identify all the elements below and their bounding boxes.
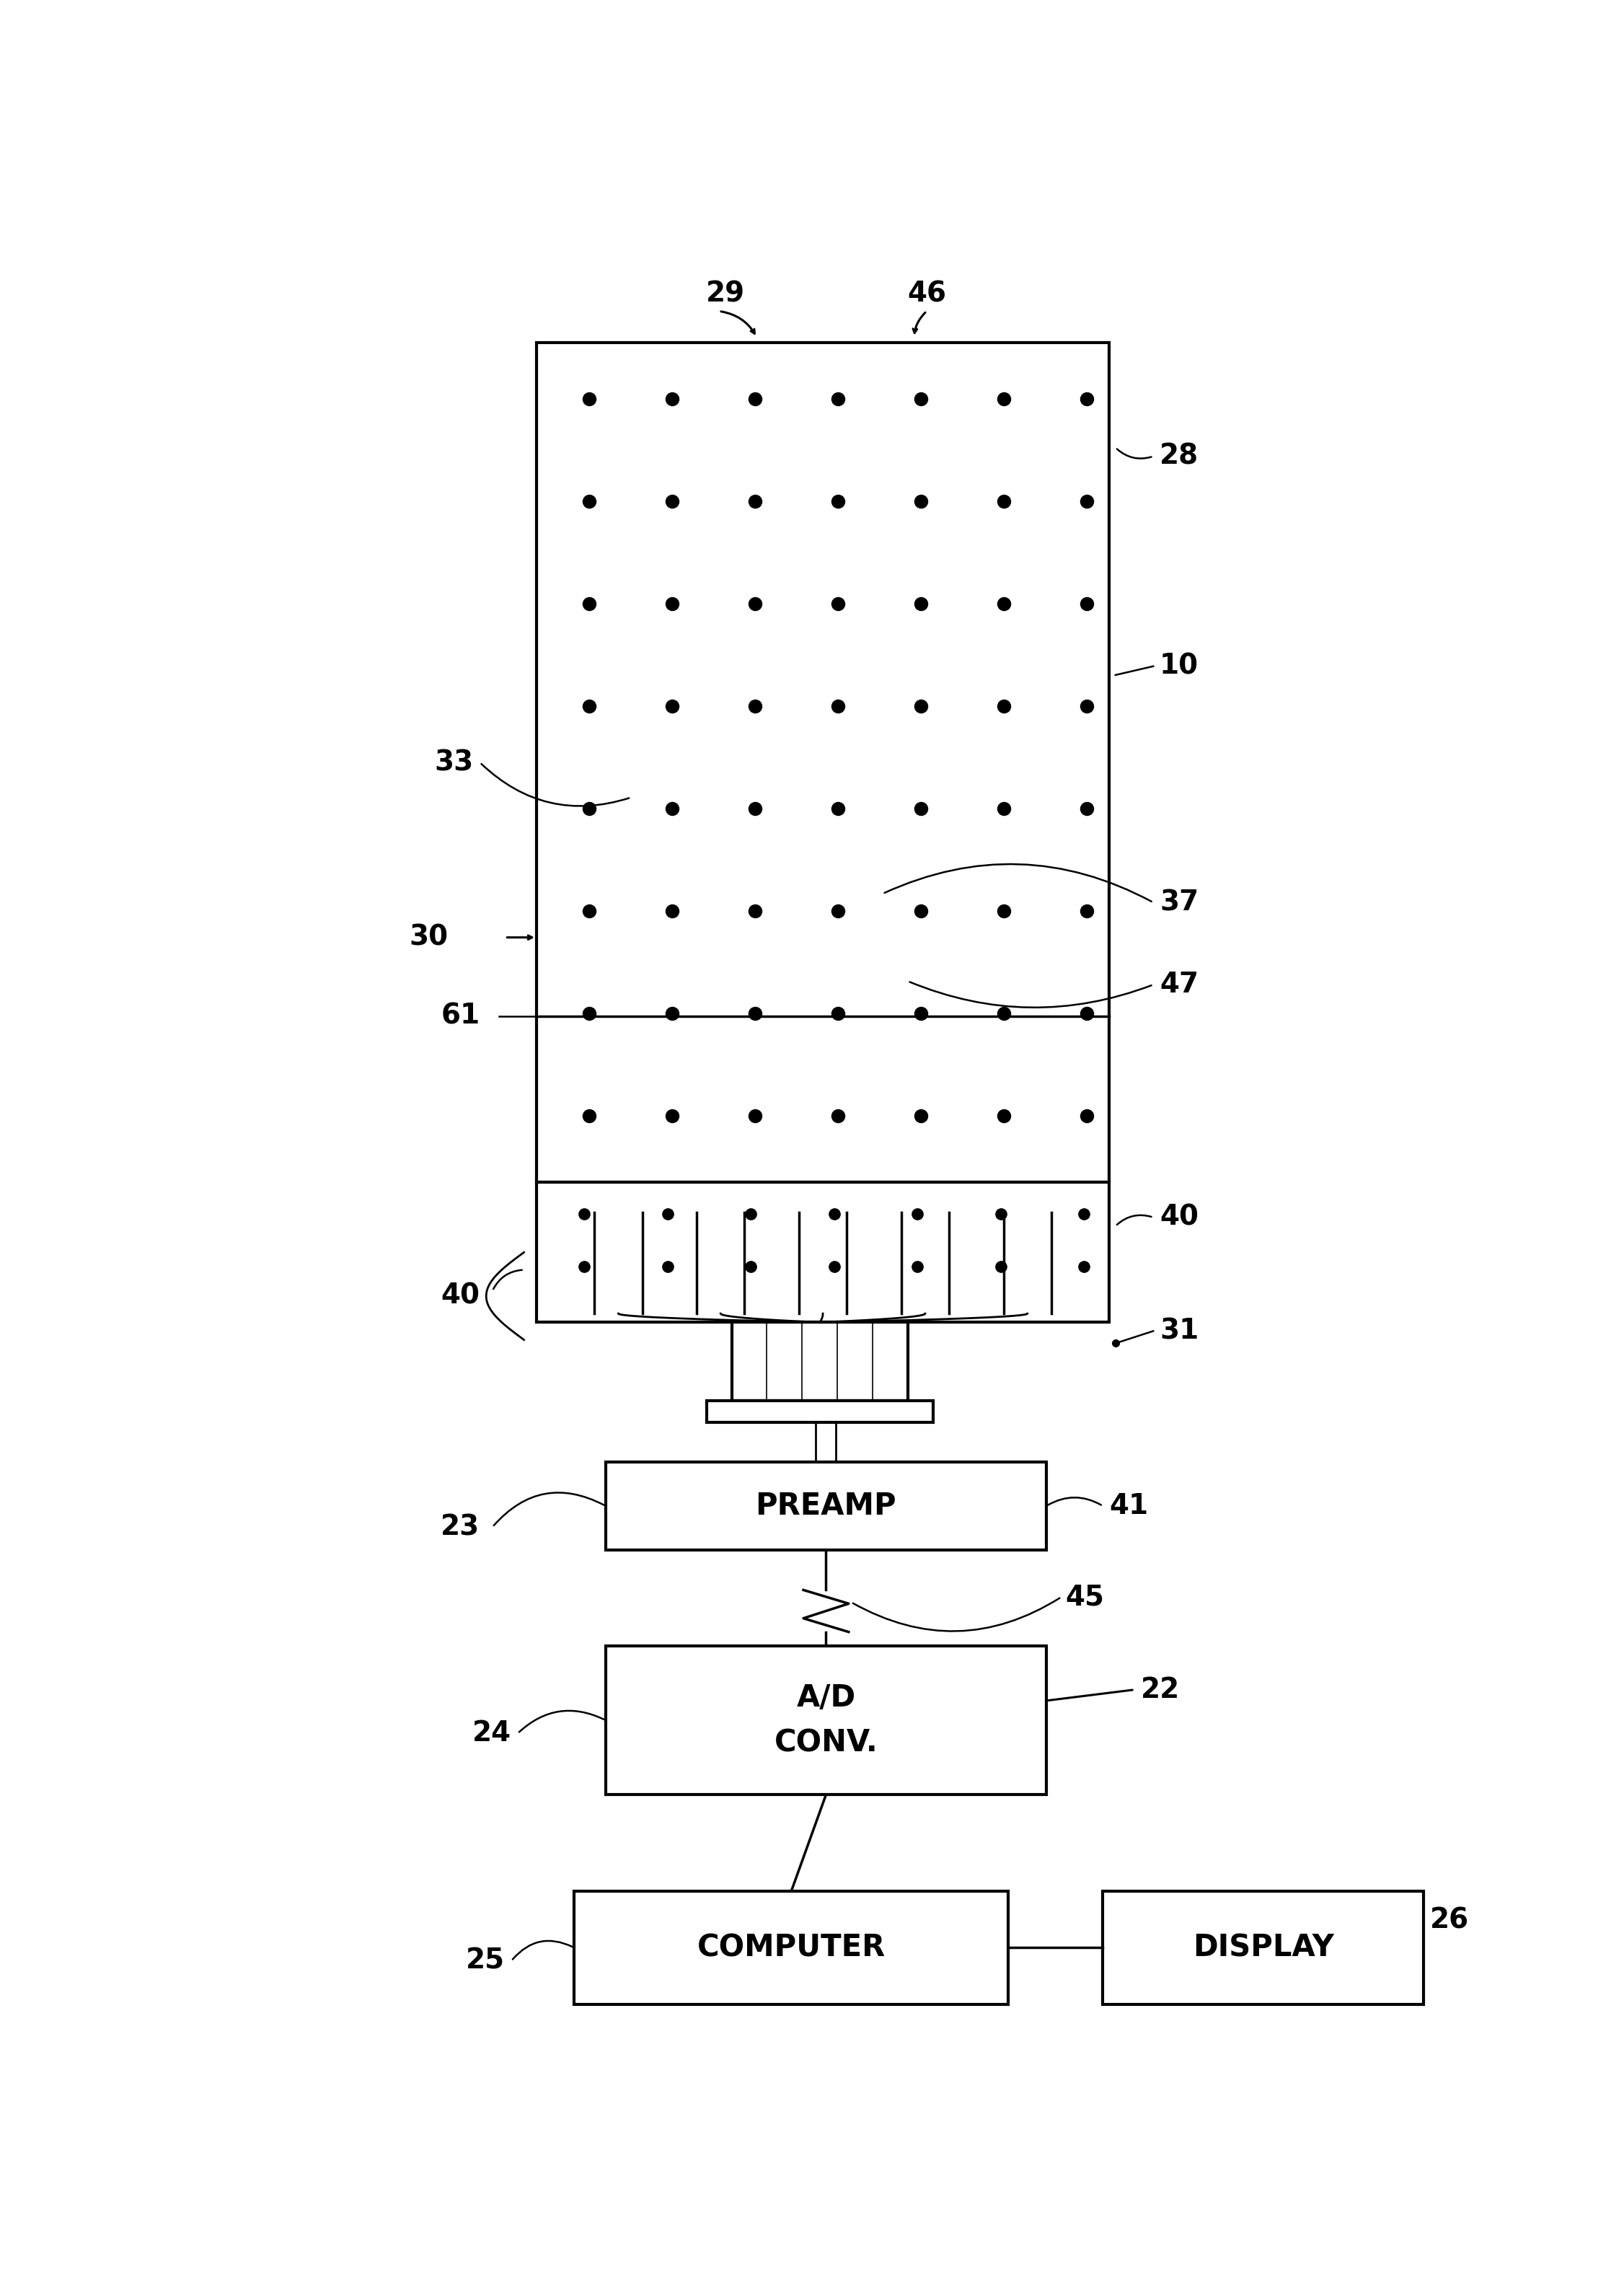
Text: 25: 25 xyxy=(466,1947,505,1974)
Text: 28: 28 xyxy=(1160,443,1199,470)
Text: 41: 41 xyxy=(1109,1493,1148,1520)
Text: 26: 26 xyxy=(1431,1906,1470,1933)
Text: 40: 40 xyxy=(442,1281,481,1309)
Bar xyxy=(606,1645,1046,1795)
Text: COMPUTER: COMPUTER xyxy=(697,1933,885,1963)
Text: 10: 10 xyxy=(1160,652,1199,679)
Text: 23: 23 xyxy=(440,1513,481,1540)
Text: 33: 33 xyxy=(435,750,474,777)
Text: PREAMP: PREAMP xyxy=(755,1490,896,1522)
Text: 31: 31 xyxy=(1160,1318,1199,1345)
Bar xyxy=(731,1322,908,1402)
Text: 29: 29 xyxy=(706,279,745,307)
Bar xyxy=(575,1890,1009,2004)
Text: 30: 30 xyxy=(409,925,448,952)
Text: 45: 45 xyxy=(1065,1584,1104,1611)
Bar xyxy=(606,1463,1046,1550)
Text: 61: 61 xyxy=(440,1002,481,1029)
Bar xyxy=(536,1181,1109,1322)
Text: 24: 24 xyxy=(473,1720,512,1747)
Text: 40: 40 xyxy=(1160,1204,1199,1231)
Text: A/D
CONV.: A/D CONV. xyxy=(775,1684,879,1759)
Text: 47: 47 xyxy=(1160,970,1199,997)
Text: 37: 37 xyxy=(1160,888,1199,916)
Bar xyxy=(536,343,1109,1181)
Bar xyxy=(1103,1890,1424,2004)
Text: 22: 22 xyxy=(1140,1677,1179,1704)
Bar xyxy=(706,1402,932,1422)
Text: 46: 46 xyxy=(908,279,947,307)
Text: DISPLAY: DISPLAY xyxy=(1192,1933,1333,1963)
